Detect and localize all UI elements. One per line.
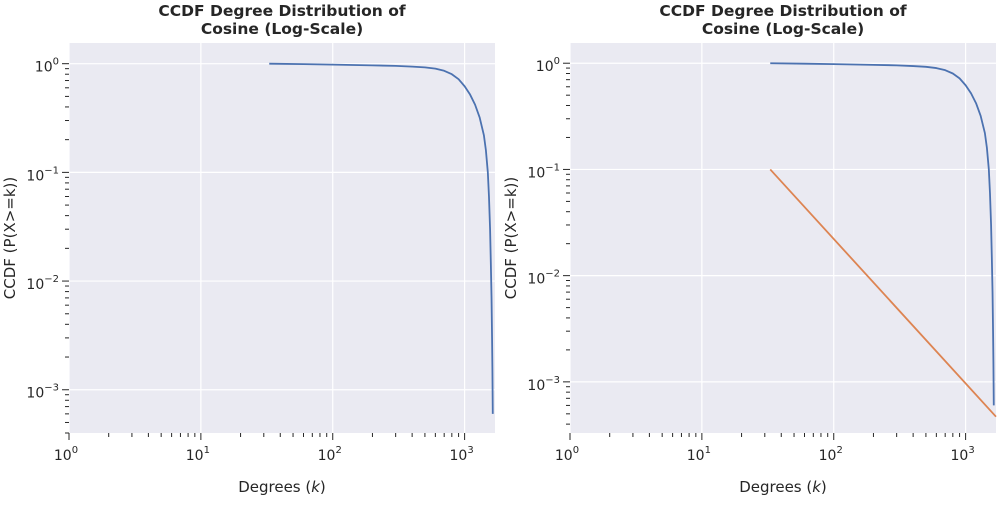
- grid-lines: [68, 43, 495, 433]
- series-line-1: [269, 62, 494, 414]
- chart-title-line-1: CCDF Degree Distribution of: [659, 2, 906, 20]
- y-tick-label: 10−3: [527, 375, 560, 394]
- y-tick-label: 10−3: [26, 383, 59, 402]
- x-tick-label: 100: [555, 445, 579, 464]
- plot-area: [69, 43, 495, 433]
- series-line-2: [769, 168, 997, 418]
- chart-left: 100 101 102 103 10−3 10−2 10−1 100 CCDF Degree …: [1, 2, 495, 496]
- y-axis-label: CCDF (P(X>=k)): [502, 177, 520, 299]
- axis-ticks: 100 101 102 103 10−3 10−2 10−1 100: [26, 57, 473, 464]
- y-tick-label: 100: [35, 57, 59, 76]
- x-tick-label: 102: [819, 445, 843, 464]
- chart-title-line-2: Cosine (Log-Scale): [201, 20, 363, 38]
- x-tick-label: 100: [54, 445, 78, 464]
- x-tick-label: 102: [318, 445, 342, 464]
- y-axis-label: CCDF (P(X>=k)): [1, 177, 19, 299]
- series-line-1: [770, 62, 995, 406]
- y-tick-label: 10−2: [527, 269, 560, 288]
- y-tick-label: 10−2: [26, 274, 59, 293]
- x-tick-label: 101: [186, 445, 210, 464]
- x-tick-label: 103: [450, 445, 474, 464]
- axis-ticks: 100 101 102 103 10−3 10−2 10−1 100: [527, 56, 974, 464]
- x-axis-label: Degrees (k): [238, 478, 326, 496]
- x-axis-label: Degrees (k): [739, 478, 827, 496]
- series-lines: [769, 62, 997, 418]
- x-tick-label: 101: [687, 445, 711, 464]
- plot-area: [570, 43, 996, 433]
- series-lines: [269, 62, 494, 414]
- chart-title-line-1: CCDF Degree Distribution of: [158, 2, 405, 20]
- chart-right: 100 101 102 103 10−3 10−2 10−1 100 CCDF Degree …: [502, 2, 997, 496]
- y-tick-label: 10−1: [527, 162, 560, 181]
- chart-title-line-2: Cosine (Log-Scale): [702, 20, 864, 38]
- grid-lines: [569, 43, 996, 433]
- y-tick-label: 10−1: [26, 165, 59, 184]
- y-tick-label: 100: [536, 56, 560, 75]
- x-tick-label: 103: [951, 445, 975, 464]
